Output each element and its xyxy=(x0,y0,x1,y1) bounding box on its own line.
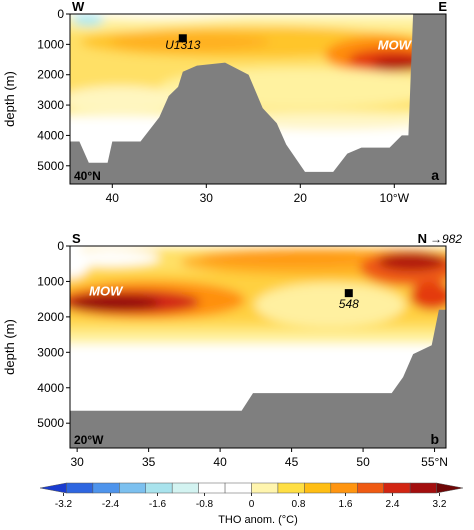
colorbar-tick-label: 3.2 xyxy=(433,499,447,510)
colorbar-cell xyxy=(198,482,226,494)
panel-a-frame xyxy=(69,13,447,185)
panel-a-ylabel: depth (m) xyxy=(2,71,17,127)
colorbar-cell xyxy=(171,482,199,494)
panel-b-site-marker xyxy=(344,289,353,298)
panel-b-site-label: 548 xyxy=(339,297,359,311)
colorbar: -3.2 -2.4 -1.6 -0.8 0 0.8 1.6 2.4 3.2 THO anom. … xyxy=(39,482,464,526)
panel-a-y-axis: 0 1000 2000 3000 4000 5000 xyxy=(37,7,70,173)
colorbar-cell xyxy=(224,482,252,494)
panel-b-xtick-label: 45 xyxy=(285,455,299,469)
colorbar-cell xyxy=(145,482,173,494)
panel-b-letter: b xyxy=(430,431,439,447)
colorbar-tick-label: 0 xyxy=(249,499,255,510)
panel-b-south-label: S xyxy=(72,231,81,246)
colorbar-cell xyxy=(436,482,464,494)
colorbar-tick-label: -0.8 xyxy=(196,499,214,510)
colorbar-ticks: -3.2 -2.4 -1.6 -0.8 0 0.8 1.6 2.4 3.2 xyxy=(55,493,447,510)
colorbar-cell xyxy=(330,482,358,494)
panel-b-ytick-label: 2000 xyxy=(37,310,64,324)
colorbar-cell xyxy=(277,482,305,494)
panel-a-xtick-label: 40 xyxy=(106,191,120,205)
panel-a-ytick-label: 4000 xyxy=(37,128,64,142)
panel-a-west-label: W xyxy=(72,0,85,14)
panel-a-xtick-label: 10°W xyxy=(380,191,410,205)
panel-b-ytick-label: 4000 xyxy=(37,381,64,395)
panel-b-xtick-label: 35 xyxy=(142,455,156,469)
panel-b-section-label: 20°W xyxy=(74,433,104,447)
panel-b: 0 1000 2000 3000 4000 5000 30 35 40 45 50 55°N dep… xyxy=(2,231,462,469)
panel-b-ytick-label: 5000 xyxy=(37,416,64,430)
colorbar-cell xyxy=(119,482,146,494)
colorbar-tick-label: -3.2 xyxy=(55,499,73,510)
colorbar-cell xyxy=(39,482,67,494)
colorbar-tick-label: -1.6 xyxy=(149,499,167,510)
colorbar-cell xyxy=(383,482,411,494)
panel-b-ytick-label: 1000 xyxy=(37,274,64,288)
colorbar-cell xyxy=(304,482,332,494)
panel-a-letter: a xyxy=(431,167,439,183)
panel-a-seafloor xyxy=(70,14,446,184)
panel-b-temperature-field xyxy=(70,246,446,448)
panel-b-ytick-label: 3000 xyxy=(37,345,64,359)
panel-a-ytick-label: 0 xyxy=(57,7,64,21)
panel-b-ytick-label: 0 xyxy=(57,239,64,253)
panel-a-temperature-field xyxy=(70,14,446,184)
panel-b-seafloor xyxy=(70,309,446,448)
panel-b-xtick-label: 30 xyxy=(70,455,84,469)
panel-b-north-label: N xyxy=(418,231,427,246)
colorbar-tick-label: -2.4 xyxy=(102,499,120,510)
panel-b-y-axis: 0 1000 2000 3000 4000 5000 xyxy=(37,239,70,430)
colorbar-cell xyxy=(66,482,94,494)
panel-b-xtick-label: 55°N xyxy=(421,455,448,469)
panel-a-east-label: E xyxy=(438,0,447,14)
colorbar-cell xyxy=(92,482,120,494)
panel-a-ytick-label: 2000 xyxy=(37,68,64,82)
colorbar-label: THO anom. (°C) xyxy=(218,514,298,526)
colorbar-cell xyxy=(409,482,437,494)
panel-b-frame xyxy=(69,245,447,449)
panel-a-site-label: U1313 xyxy=(165,38,201,52)
colorbar-cell xyxy=(251,482,279,494)
panel-a-section-label: 40°N xyxy=(74,169,101,183)
colorbar-tick-label: 1.6 xyxy=(339,499,353,510)
panel-a-xtick-label: 30 xyxy=(200,191,214,205)
panel-b-xtick-label: 40 xyxy=(213,455,227,469)
panel-b-ylabel: depth (m) xyxy=(2,319,17,375)
panel-a-x-axis: 40 30 20 10°W xyxy=(106,184,410,205)
colorbar-tick-label: 0.8 xyxy=(292,499,306,510)
panel-b-x-axis: 30 35 40 45 50 55°N xyxy=(70,448,448,469)
panel-a-site-marker xyxy=(178,34,187,43)
colorbar-tick-label: 2.4 xyxy=(386,499,400,510)
colorbar-cells xyxy=(39,482,464,494)
panel-a-ytick-label: 3000 xyxy=(37,98,64,112)
panel-a: 0 1000 2000 3000 4000 5000 40 30 20 10°W depth (… xyxy=(2,0,447,205)
panel-b-site-982-note: →982 xyxy=(430,232,462,246)
panel-a-ytick-label: 5000 xyxy=(37,159,64,173)
panel-b-xtick-label: 50 xyxy=(356,455,370,469)
colorbar-cell xyxy=(357,482,384,494)
panel-a-xtick-label: 20 xyxy=(294,191,308,205)
panel-a-ytick-label: 1000 xyxy=(37,37,64,51)
panel-b-mow-label: MOW xyxy=(89,284,124,299)
panel-a-mow-label: MOW xyxy=(378,38,413,53)
